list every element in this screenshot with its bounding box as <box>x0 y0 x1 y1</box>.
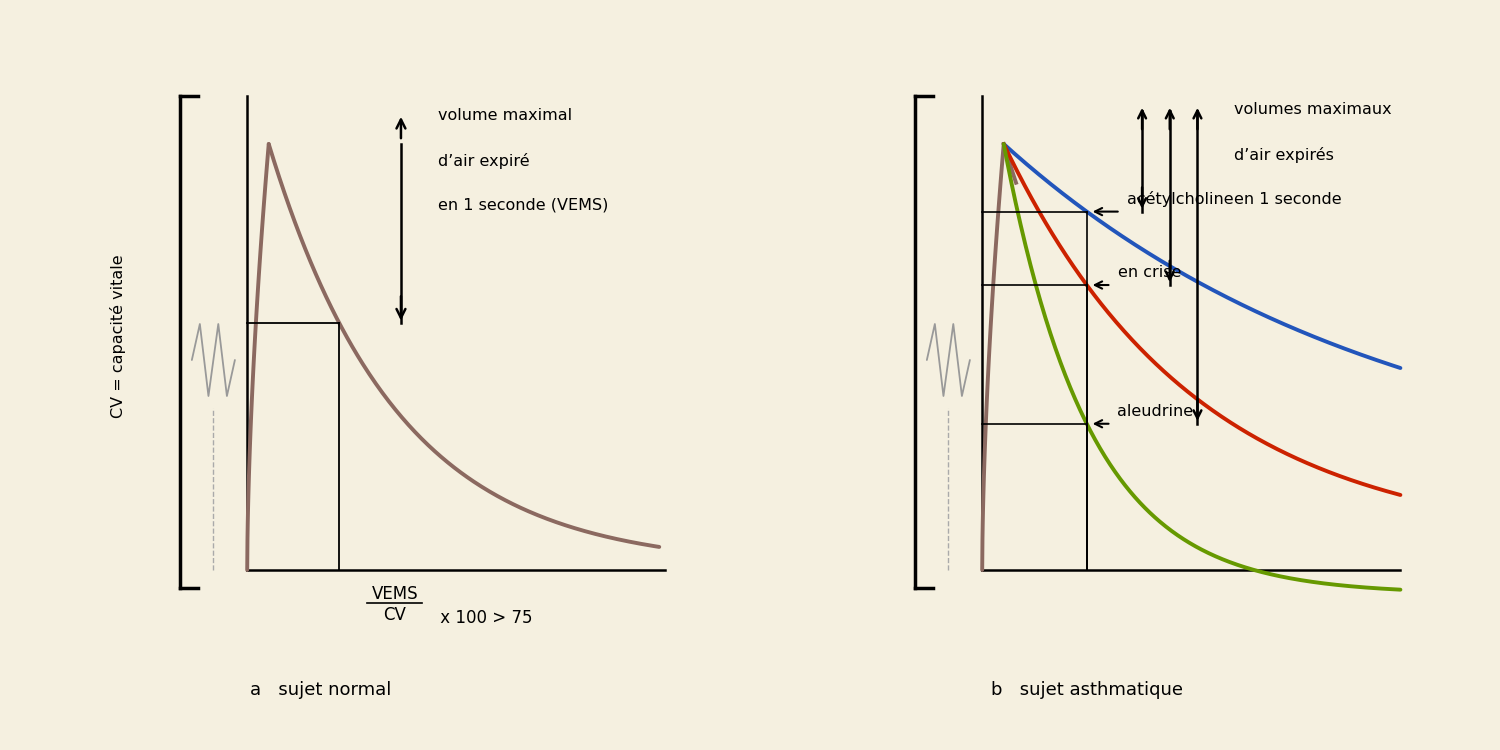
Text: en 1 seconde: en 1 seconde <box>1234 192 1342 207</box>
Text: d’air expiré: d’air expiré <box>438 153 530 169</box>
Text: volume maximal: volume maximal <box>438 108 572 123</box>
Text: CV = capacité vitale: CV = capacité vitale <box>110 254 126 418</box>
Text: aleudrine: aleudrine <box>1118 404 1194 419</box>
Text: x 100 > 75: x 100 > 75 <box>435 609 532 627</box>
Text: VEMS: VEMS <box>372 585 419 603</box>
Text: en crise: en crise <box>1118 266 1180 280</box>
Text: en 1 seconde (VEMS): en 1 seconde (VEMS) <box>438 198 608 213</box>
Text: CV: CV <box>384 606 406 624</box>
Text: acétylcholine: acétylcholine <box>1126 190 1233 207</box>
Text: a   sujet normal: a sujet normal <box>251 681 392 699</box>
Text: volumes maximaux: volumes maximaux <box>1234 102 1392 117</box>
Text: d’air expirés: d’air expirés <box>1234 147 1334 163</box>
Text: b   sujet asthmatique: b sujet asthmatique <box>990 681 1182 699</box>
